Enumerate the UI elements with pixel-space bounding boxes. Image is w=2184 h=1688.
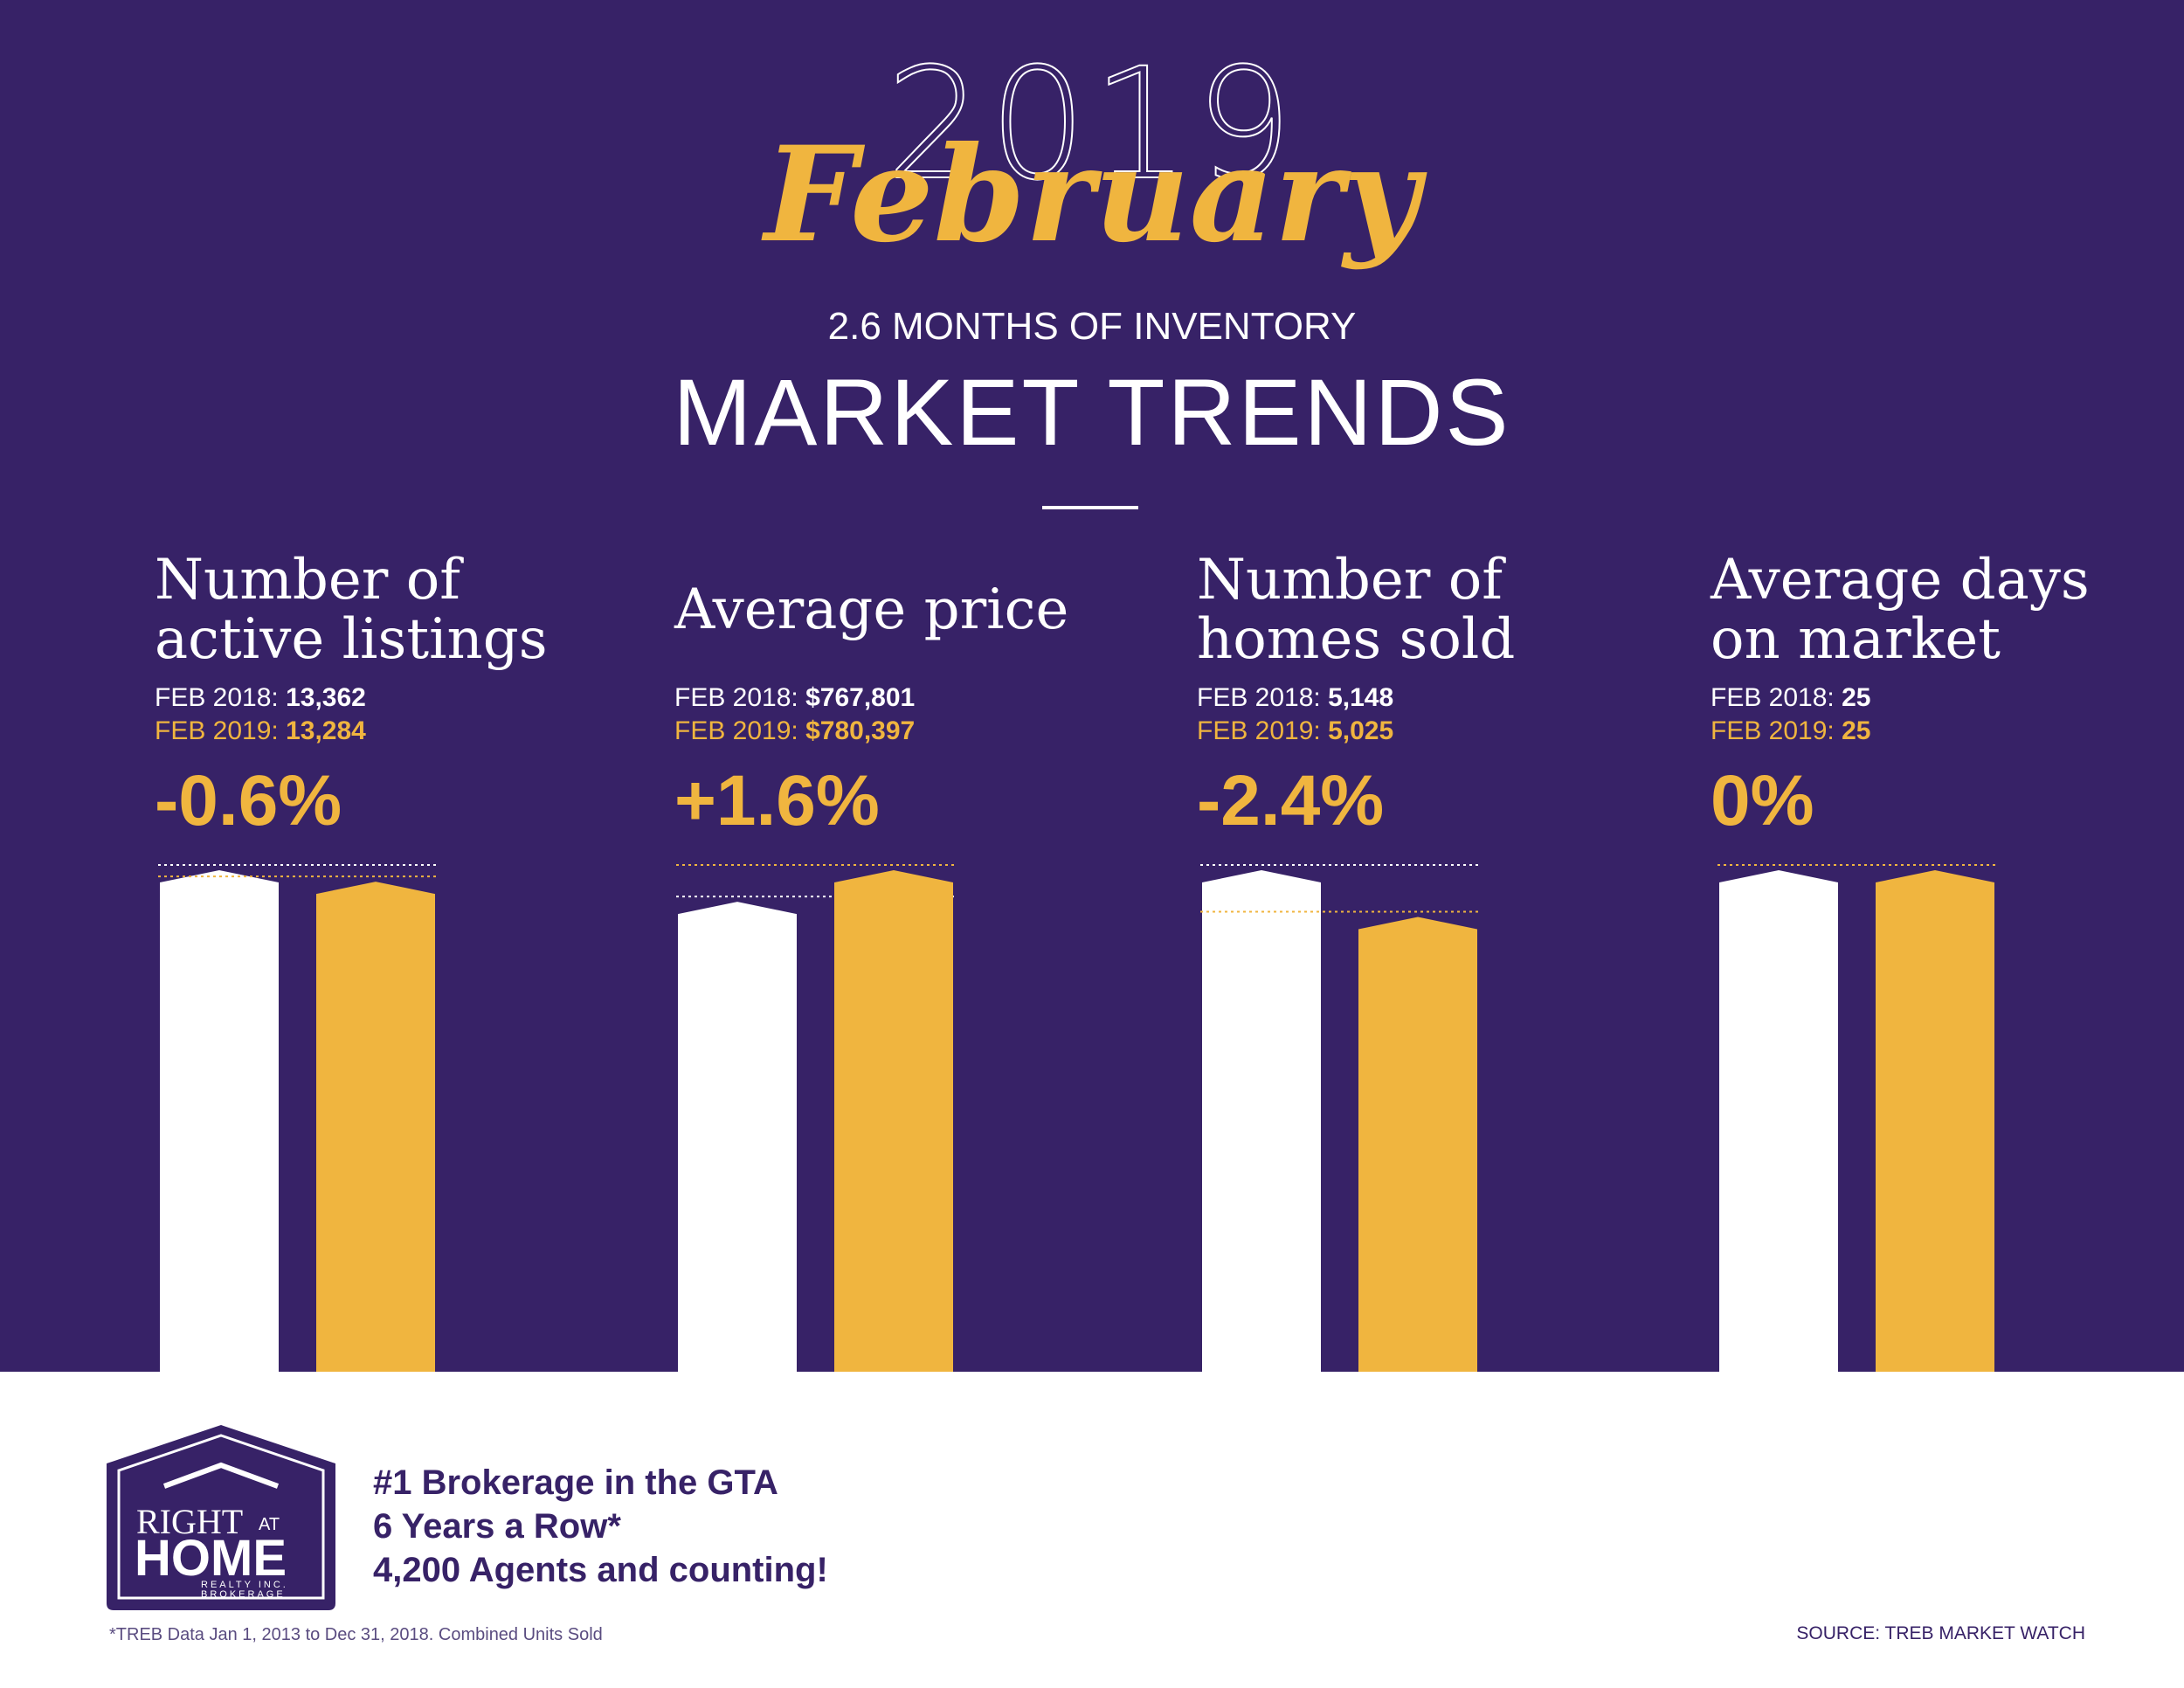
metric-prev-label: FEB 2018: xyxy=(155,683,287,712)
bar-feb-2018 xyxy=(678,902,797,1372)
brokerage-tagline: #1 Brokerage in the GTA 6 Years a Row* 4… xyxy=(373,1461,828,1592)
metric-change: 0% xyxy=(1711,761,1814,841)
metric-prev-label: FEB 2018: xyxy=(674,683,806,712)
metric-average-price: Average price FEB 2018: $767,801 FEB 201… xyxy=(674,550,1164,837)
year-heading: 2019 xyxy=(885,35,1298,214)
footer-panel: RIGHT AT HOME REALTY INC. BROKERAGE #1 B… xyxy=(0,1372,2184,1688)
tagline-line: 4,200 Agents and counting! xyxy=(373,1551,828,1589)
logo-brokerage-text: BROKERAGE xyxy=(201,1589,286,1600)
metric-curr-label: FEB 2019: xyxy=(1197,716,1329,745)
bar-feb-2019 xyxy=(834,870,953,1372)
metric-curr-line: FEB 2019: 5,025 xyxy=(1197,715,1686,748)
metric-curr-line: FEB 2019: $780,397 xyxy=(674,715,1164,748)
source-credit: SOURCE: TREB MARKET WATCH xyxy=(1796,1623,2085,1643)
inventory-subheading: 2.6 MONTHS OF INVENTORY xyxy=(827,305,1357,348)
logo-at-text: AT xyxy=(259,1515,280,1534)
metric-prev-value: $767,801 xyxy=(805,683,916,712)
metric-title: Average price xyxy=(674,578,1069,642)
metric-prev-label: FEB 2018: xyxy=(1711,683,1842,712)
metric-change: -2.4% xyxy=(1197,761,1385,841)
tagline-line: #1 Brokerage in the GTA xyxy=(373,1463,778,1502)
bar-feb-2018 xyxy=(1719,870,1838,1372)
data-footnote: *TREB Data Jan 1, 2013 to Dec 31, 2018. … xyxy=(109,1625,603,1644)
title-divider xyxy=(1042,506,1138,509)
metric-active-listings: Number of active listings FEB 2018: 13,3… xyxy=(155,550,644,837)
month-heading: February xyxy=(764,118,1420,272)
bar-chart xyxy=(158,864,1996,1372)
metric-prev-value: 25 xyxy=(1842,683,1871,712)
metric-curr-line: FEB 2019: 13,284 xyxy=(155,715,644,748)
metric-curr-label: FEB 2019: xyxy=(1711,716,1842,745)
metric-prev-line: FEB 2018: 5,148 xyxy=(1197,681,1686,715)
metric-prev-line: FEB 2018: $767,801 xyxy=(674,681,1164,715)
metric-curr-value: $780,397 xyxy=(805,716,916,745)
bar-feb-2019 xyxy=(1358,917,1477,1372)
logo-right-text: RIGHT xyxy=(136,1502,243,1541)
metric-prev-line: FEB 2018: 25 xyxy=(1711,681,2184,715)
bar-feb-2019 xyxy=(316,882,435,1372)
bar-feb-2018 xyxy=(160,870,279,1372)
metric-change: -0.6% xyxy=(155,761,342,841)
metric-title: Average days on market xyxy=(1711,548,2090,672)
infographic-header-panel: 2019 February 2.6 MONTHS OF INVENTORY MA… xyxy=(0,0,2184,1372)
metric-curr-line: FEB 2019: 25 xyxy=(1711,715,2184,748)
metric-days-on-market: Average days on market FEB 2018: 25 FEB … xyxy=(1711,550,2184,837)
metric-prev-value: 5,148 xyxy=(1328,683,1394,712)
metric-prev-line: FEB 2018: 13,362 xyxy=(155,681,644,715)
market-trends-title: MARKET TRENDS xyxy=(673,359,1511,465)
metric-curr-label: FEB 2019: xyxy=(155,716,287,745)
right-at-home-logo: RIGHT AT HOME REALTY INC. BROKERAGE xyxy=(107,1425,335,1610)
bar-feb-2019 xyxy=(1876,870,1994,1372)
logo-realty-text: REALTY INC. xyxy=(201,1580,288,1590)
metric-curr-value: 25 xyxy=(1842,716,1871,745)
metric-change: +1.6% xyxy=(674,761,880,841)
metric-prev-label: FEB 2018: xyxy=(1197,683,1329,712)
metric-curr-value: 13,284 xyxy=(286,716,366,745)
logo-home-text: HOME xyxy=(135,1530,287,1587)
metric-homes-sold: Number of homes sold FEB 2018: 5,148 FEB… xyxy=(1197,550,1686,837)
bar-feb-2018 xyxy=(1202,870,1321,1372)
metric-prev-value: 13,362 xyxy=(286,683,366,712)
metric-title: Number of homes sold xyxy=(1197,548,1516,672)
metric-curr-value: 5,025 xyxy=(1328,716,1394,745)
metric-title: Number of active listings xyxy=(155,548,548,672)
tagline-line: 6 Years a Row* xyxy=(373,1507,621,1546)
metric-curr-label: FEB 2019: xyxy=(674,716,806,745)
